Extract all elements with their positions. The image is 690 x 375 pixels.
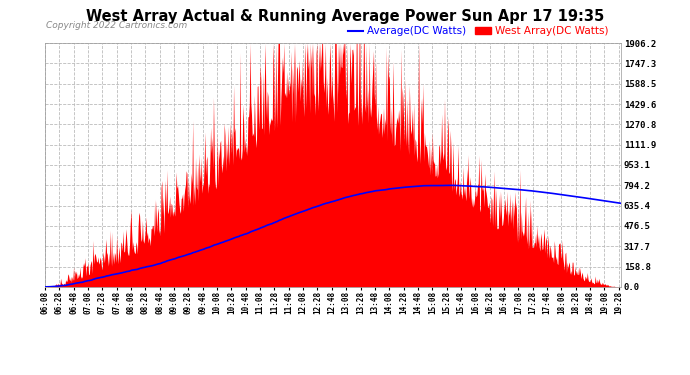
- Text: Copyright 2022 Cartronics.com: Copyright 2022 Cartronics.com: [46, 21, 188, 30]
- Text: West Array Actual & Running Average Power Sun Apr 17 19:35: West Array Actual & Running Average Powe…: [86, 9, 604, 24]
- Legend: Average(DC Watts), West Array(DC Watts): Average(DC Watts), West Array(DC Watts): [344, 22, 612, 40]
